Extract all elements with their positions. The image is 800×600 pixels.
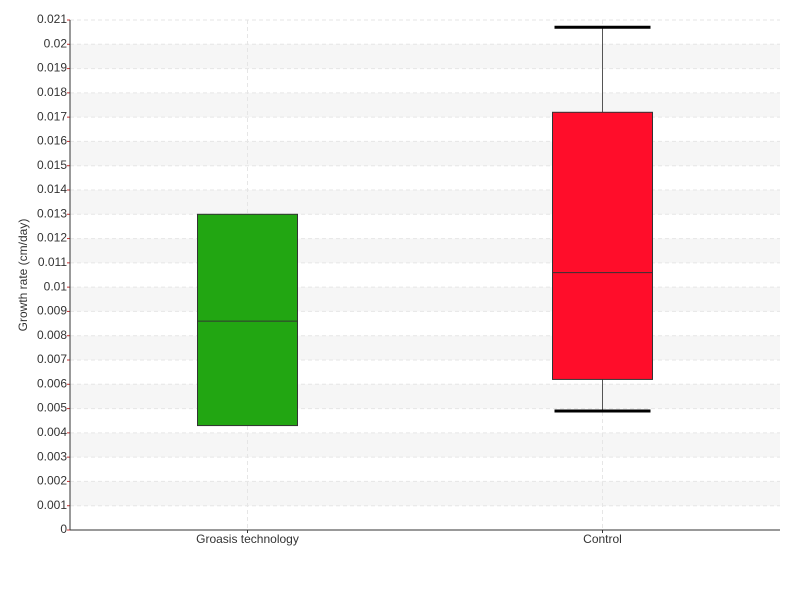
grid-band xyxy=(70,384,780,409)
grid-band xyxy=(70,335,780,360)
y-tick-label: 0.003 xyxy=(37,449,67,463)
grid-band xyxy=(70,481,780,506)
y-tick-label: 0.016 xyxy=(37,134,67,148)
y-tick-label: 0.019 xyxy=(37,61,67,75)
y-tick-label: 0.014 xyxy=(37,182,67,196)
grid-band xyxy=(70,141,780,166)
box xyxy=(552,111,653,380)
y-tick-label: 0.005 xyxy=(37,401,67,415)
y-tick-label: 0.002 xyxy=(37,474,67,488)
y-tick-label: 0.008 xyxy=(37,328,67,342)
y-tick-label: 0 xyxy=(60,522,67,536)
y-tick-label: 0.001 xyxy=(37,498,67,512)
y-tick-label: 0.021 xyxy=(37,12,67,26)
y-tick-label: 0.012 xyxy=(37,231,67,245)
y-tick-label: 0.009 xyxy=(37,304,67,318)
y-tick-label: 0.013 xyxy=(37,206,67,220)
y-tick-label: 0.006 xyxy=(37,376,67,390)
y-tick-label: 0.01 xyxy=(44,279,68,293)
grid-band xyxy=(70,238,780,263)
y-tick-label: 0.007 xyxy=(37,352,67,366)
box xyxy=(197,213,298,427)
grid-band xyxy=(70,432,780,458)
grid-band xyxy=(70,287,780,312)
y-axis-label: Growth rate (cm/day) xyxy=(16,219,30,332)
y-tick-label: 0.011 xyxy=(38,255,67,269)
grid-band xyxy=(70,92,780,118)
x-tick-label: Control xyxy=(583,532,622,546)
y-tick-label: 0.004 xyxy=(37,425,67,439)
y-tick-label: 0.018 xyxy=(37,85,67,99)
grid-band xyxy=(70,190,780,215)
x-tick-label: Groasis technology xyxy=(196,532,299,546)
y-tick-label: 0.017 xyxy=(37,109,67,123)
y-tick-label: 0.02 xyxy=(44,36,68,50)
y-tick-label: 0.015 xyxy=(37,158,67,172)
grid-band xyxy=(70,44,780,69)
